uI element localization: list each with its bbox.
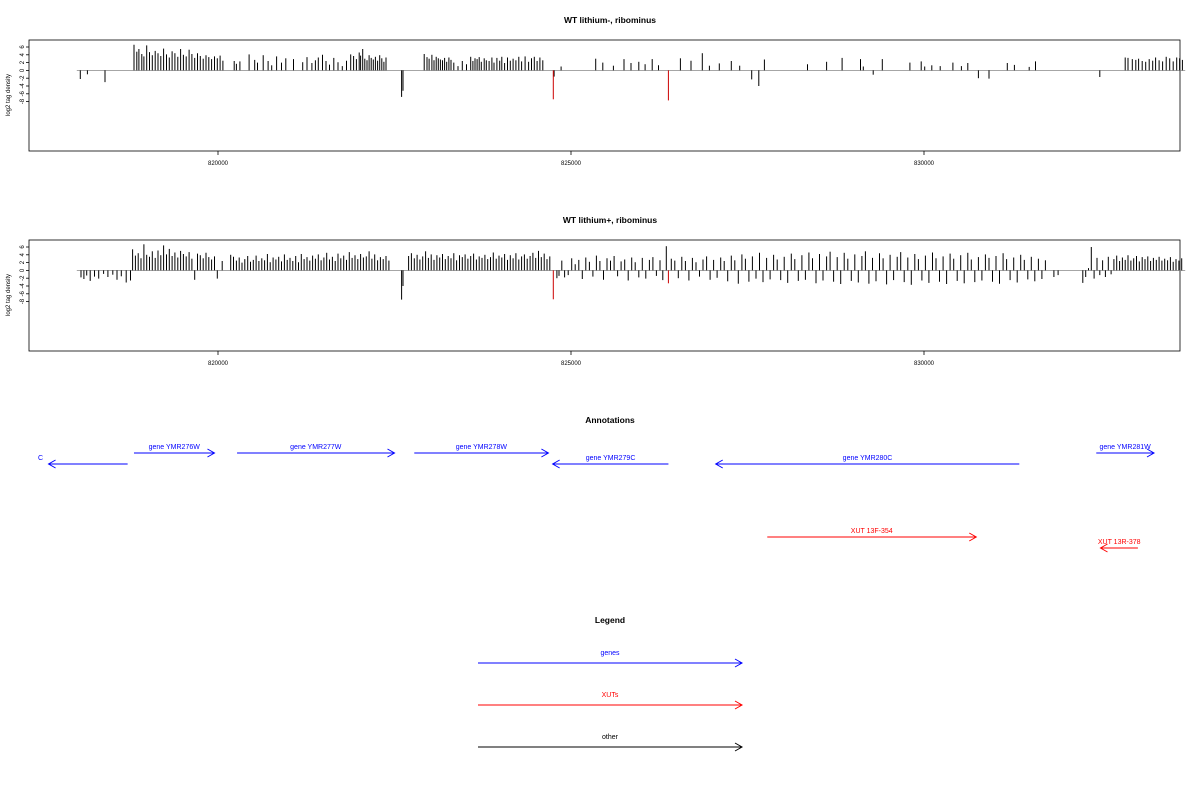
gene-feature: C (38, 455, 128, 469)
y-tick-label: -4 (20, 83, 26, 89)
y-tick-label: -2 (20, 75, 26, 81)
xut-feature: XUT 13R-378 (1098, 539, 1141, 553)
gene-feature: gene YMR278W (414, 444, 550, 458)
feature-label: gene YMR278W (456, 444, 508, 451)
feature-arrowhead (714, 459, 723, 469)
feature-arrowhead (968, 532, 978, 542)
chart-title: WT lithium-, ribominus (564, 15, 656, 25)
feature-arrowhead (47, 459, 56, 469)
plot-frame (28, 39, 1181, 152)
plot-frame (28, 239, 1181, 352)
feature-arrowhead (387, 448, 396, 458)
feature-arrowhead (207, 448, 216, 458)
x-tick-label: 820000 (208, 361, 229, 367)
panel-lithium-minus: WT lithium-, ribominus log2 tag density … (6, 15, 1186, 167)
legend-item: XUTs (478, 692, 744, 710)
y-axis-label: log2 tag density (6, 274, 12, 316)
legend-label: genes (600, 650, 620, 657)
x-tick-label: 830000 (914, 161, 935, 167)
y-tick-label: 2 (20, 60, 26, 64)
x-axis: 820000 825000 830000 (208, 351, 935, 367)
legend-items: genes XUTs other (478, 650, 744, 752)
feature-label: XUT 13R-378 (1098, 539, 1141, 546)
y-tick-label: -6 (20, 290, 26, 296)
y-tick-label: 2 (20, 260, 26, 264)
gene-feature: gene YMR280C (714, 455, 1020, 469)
feature-label: XUT 13F-354 (851, 528, 893, 535)
y-tick-label: 0 (20, 68, 26, 72)
feature-arrowhead (1099, 543, 1108, 553)
annotations-title: Annotations (585, 415, 635, 425)
y-tick-label: -6 (20, 90, 26, 96)
y-tick-label: -8 (20, 98, 26, 104)
gene-feature: gene YMR279C (551, 455, 669, 469)
legend-label: XUTs (602, 692, 619, 699)
y-tick-label: -2 (20, 275, 26, 281)
y-axis: 6 4 2 0 -2 -4-6 -8 (20, 45, 29, 104)
gene-feature: gene YMR281W (1096, 444, 1156, 458)
xut-feature: XUT 13F-354 (767, 528, 978, 542)
legend-item: other (478, 734, 744, 752)
y-tick-label: 0 (20, 268, 26, 272)
legend-arrowhead (734, 658, 744, 668)
feature-label: C (38, 455, 43, 462)
y-tick-label: -4 (20, 283, 26, 289)
bars (76, 44, 1186, 101)
x-tick-label: 825000 (561, 361, 582, 367)
chart-title: WT lithium+, ribominus (563, 215, 657, 225)
legend-title: Legend (595, 615, 625, 625)
y-axis: 6 4 2 0 -2 -4-6 -8 (20, 245, 29, 304)
legend-arrowhead (734, 742, 744, 752)
legend: Legend genes XUTs other (478, 615, 744, 752)
y-axis-label: log2 tag density (6, 74, 12, 116)
feature-label: gene YMR276W (149, 444, 201, 451)
panel-lithium-plus: WT lithium+, ribominus log2 tag density … (6, 215, 1186, 367)
feature-label: gene YMR279C (586, 455, 636, 462)
y-tick-label: 6 (20, 45, 26, 49)
legend-arrowhead (734, 700, 744, 710)
y-tick-label: 4 (20, 252, 26, 256)
feature-arrowhead (541, 448, 550, 458)
x-tick-label: 830000 (914, 361, 935, 367)
gene-feature: gene YMR276W (133, 444, 216, 458)
legend-item: genes (478, 650, 744, 668)
x-tick-label: 825000 (561, 161, 582, 167)
feature-label: gene YMR280C (843, 455, 893, 462)
y-tick-label: 4 (20, 52, 26, 56)
feature-label: gene YMR277W (290, 444, 342, 451)
x-tick-label: 820000 (208, 161, 229, 167)
y-tick-label: 6 (20, 245, 26, 249)
gene-feature: gene YMR277W (237, 444, 396, 458)
legend-label: other (602, 734, 619, 741)
x-axis: 820000 825000 830000 (208, 151, 935, 167)
bars (76, 244, 1186, 300)
feature-arrowhead (1146, 448, 1156, 458)
feature-arrowhead (551, 459, 560, 469)
y-tick-label: -8 (20, 298, 26, 304)
feature-label: gene YMR281W (1100, 444, 1152, 451)
